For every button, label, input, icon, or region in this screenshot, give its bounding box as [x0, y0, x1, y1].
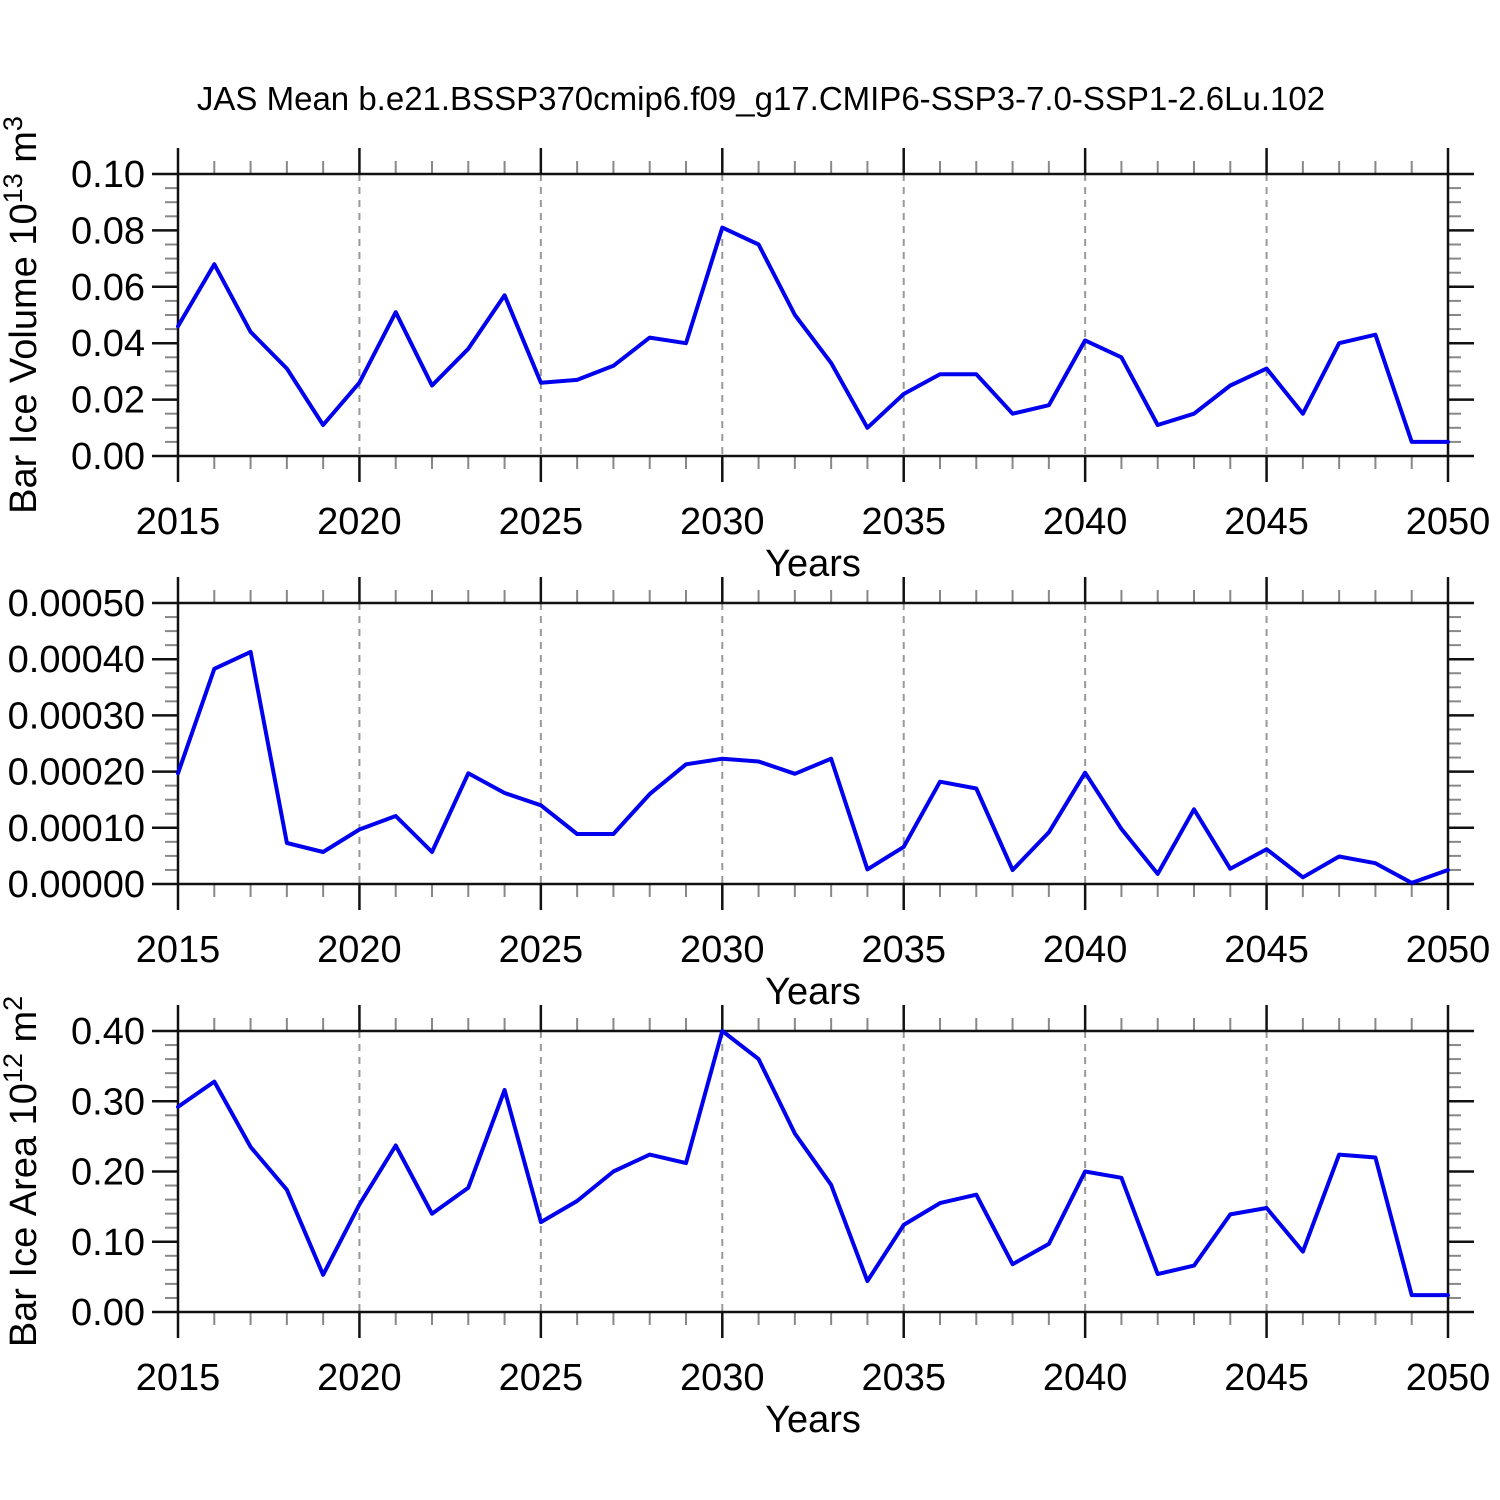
x-tick-label: 2020 [317, 501, 402, 543]
x-tick-label: 2035 [861, 929, 946, 971]
data-line-bar-ice-volume [176, 225, 1450, 444]
x-axis-title: Years [765, 1399, 861, 1441]
y-tick-label: 0.04 [71, 323, 145, 365]
x-tick-label: 2045 [1224, 929, 1309, 971]
x-tick-label: 2035 [861, 501, 946, 543]
y-axis-title: Bar Ice Volume 1013 m3 [0, 116, 45, 514]
x-tick-label: 2045 [1224, 501, 1309, 543]
x-tick-label: 2025 [499, 929, 584, 971]
x-ticks [176, 577, 1450, 910]
x-tick-label: 2025 [499, 1357, 584, 1399]
y-tick-label: 0.00 [71, 1292, 145, 1334]
gridlines [358, 603, 1268, 884]
x-tick-label: 2040 [1043, 1357, 1128, 1399]
x-tick-label: 2045 [1224, 1357, 1309, 1399]
x-ticks [176, 148, 1450, 482]
y-tick-label: 0.00000 [8, 864, 145, 906]
panel-bar-ice-area: 0.00 0.10 0.20 0.30 0.40 2015 2020 2025 2030 2035… [0, 996, 1490, 1441]
gridlines [358, 174, 1268, 456]
x-tick-label: 2030 [680, 1357, 765, 1399]
x-ticks [176, 1005, 1450, 1338]
x-tick-label: 2040 [1043, 929, 1128, 971]
x-tick-label: 2020 [317, 929, 402, 971]
y-tick-label: 0.08 [71, 210, 145, 252]
y-ticks [152, 172, 1474, 458]
x-tick-label: 2050 [1406, 1357, 1491, 1399]
gridlines [358, 1031, 1268, 1312]
y-axis-title: Bar Ice Area 1012 m2 [0, 996, 45, 1347]
x-tick-label: 2035 [861, 1357, 946, 1399]
y-tick-label: 0.00040 [8, 639, 145, 681]
panel-bar-ice-volume: 0.00 0.02 0.04 0.06 0.08 0.10 2015 2020 2025 2030… [0, 116, 1490, 585]
y-tick-label: 0.00 [71, 436, 145, 478]
y-tick-label: 0.30 [71, 1081, 145, 1123]
panel-middle-unlabeled: 0.00000 0.00010 0.00020 0.00030 0.00040 0.000… [8, 577, 1491, 1013]
data-line-bar-ice-area [176, 1029, 1450, 1298]
x-tick-label: 2015 [136, 929, 221, 971]
plot-frame [176, 172, 1450, 458]
y-tick-label: 0.10 [71, 1222, 145, 1264]
x-tick-label: 2030 [680, 501, 765, 543]
y-tick-label: 0.06 [71, 267, 145, 309]
x-tick-label: 2020 [317, 1357, 402, 1399]
y-tick-label: 0.02 [71, 380, 145, 422]
x-tick-label: 2050 [1406, 929, 1491, 971]
x-tick-label: 2025 [499, 501, 584, 543]
x-axis-title: Years [765, 971, 861, 1013]
y-tick-label: 0.00050 [8, 583, 145, 625]
y-tick-label: 0.10 [71, 154, 145, 196]
x-axis-title: Years [765, 543, 861, 585]
y-ticks [152, 601, 1474, 886]
x-tick-label: 2030 [680, 929, 765, 971]
y-tick-label: 0.40 [71, 1011, 145, 1053]
y-tick-label: 0.00020 [8, 752, 145, 794]
data-line-middle-unlabeled [176, 649, 1450, 885]
plot-frame [176, 601, 1450, 886]
x-tick-label: 2015 [136, 1357, 221, 1399]
x-tick-label: 2040 [1043, 501, 1128, 543]
y-tick-label: 0.00010 [8, 808, 145, 850]
y-tick-label: 0.20 [71, 1152, 145, 1194]
chart-title: JAS Mean b.e21.BSSP370cmip6.f09_g17.CMIP… [196, 80, 1326, 117]
x-tick-label: 2050 [1406, 501, 1491, 543]
plot-frame [176, 1029, 1450, 1314]
y-tick-label: 0.00030 [8, 695, 145, 737]
x-tick-label: 2015 [136, 501, 221, 543]
y-ticks [152, 1029, 1474, 1314]
